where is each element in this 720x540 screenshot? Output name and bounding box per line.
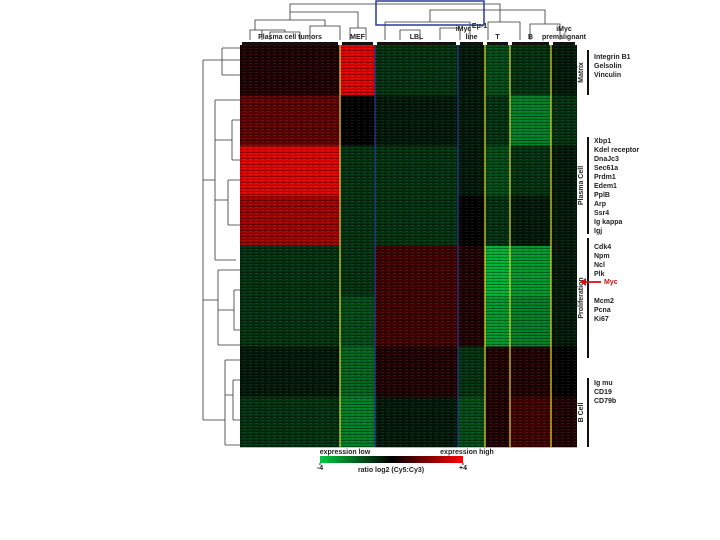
column-bar [460, 42, 483, 45]
colorbar-tick-label: -4 [317, 465, 323, 472]
gene-label: Ig kappa [594, 219, 623, 226]
gene-label: Arp [594, 201, 606, 208]
gene-label: Gelsolin [594, 63, 622, 70]
heatmap-texture [240, 45, 577, 447]
gene-label: Mcm2 [594, 298, 614, 305]
colorbar-high: expression high [440, 449, 494, 456]
column-label: MEF [350, 34, 366, 41]
column-bar [342, 42, 373, 45]
gene-group-label: Proliferation [578, 277, 585, 318]
column-bar [512, 42, 549, 45]
gene-label: CD79b [594, 398, 616, 405]
gene-label: Prdm1 [594, 174, 616, 181]
gene-label: Npm [594, 253, 610, 260]
gene-label: Kdel receptor [594, 147, 639, 154]
gene-label: Xbp1 [594, 138, 611, 145]
gene-label: Ig mu [594, 380, 613, 387]
column-bar [553, 42, 575, 45]
gene-label: Integrin B1 [594, 54, 631, 61]
gene-label: Vinculin [594, 72, 621, 79]
gene-label: Cdk4 [594, 244, 611, 251]
column-label: iMyc [456, 26, 472, 33]
highlight-gene: Myc [604, 279, 618, 286]
gene-label: Ncl [594, 262, 605, 269]
column-label: LBL [410, 34, 424, 41]
column-label-sup: Eμ-1 [472, 23, 487, 30]
gene-group-label: Matrix [578, 62, 585, 83]
gene-label: DnaJc3 [594, 156, 619, 163]
cluster-highlight [375, 0, 485, 26]
gene-group-label: B Cell [578, 403, 585, 423]
gene-group-bar [587, 137, 589, 234]
column-bar [242, 42, 338, 45]
column-label: T [495, 34, 500, 41]
top-dendrogram [249, 3, 561, 40]
column-label: Plasma cell tumors [258, 34, 322, 41]
column-label-line2: premalignant [542, 34, 587, 41]
gene-label: PplB [594, 192, 610, 199]
gene-label: Plk [594, 271, 605, 278]
colorbar [320, 456, 463, 463]
gene-label: Ki67 [594, 316, 609, 323]
gene-label: Ssr4 [594, 210, 609, 217]
colorbar-title: ratio log2 (Cy5:Cy3) [358, 467, 424, 474]
colorbar-tick-label: +4 [459, 465, 467, 472]
gene-group-bar [587, 50, 589, 95]
gene-group-bar [587, 378, 589, 447]
column-label: iMyc [556, 26, 572, 33]
column-label: B [528, 34, 533, 41]
gene-label: Sec61a [594, 165, 618, 172]
column-label-line2: line [465, 34, 477, 41]
gene-label: CD19 [594, 389, 612, 396]
gene-label: Igj [594, 228, 602, 235]
myc-arrow-head [580, 278, 586, 286]
gene-group-label: Plasma Cell [578, 166, 585, 205]
group-separators [339, 45, 552, 447]
gene-group-bar [587, 238, 589, 358]
colorbar-low: expression low [320, 449, 371, 456]
gene-label: Pcna [594, 307, 611, 314]
gene-label: Edem1 [594, 183, 617, 190]
column-bar [487, 42, 508, 45]
row-dendrogram [202, 47, 240, 446]
column-bar [377, 42, 456, 45]
